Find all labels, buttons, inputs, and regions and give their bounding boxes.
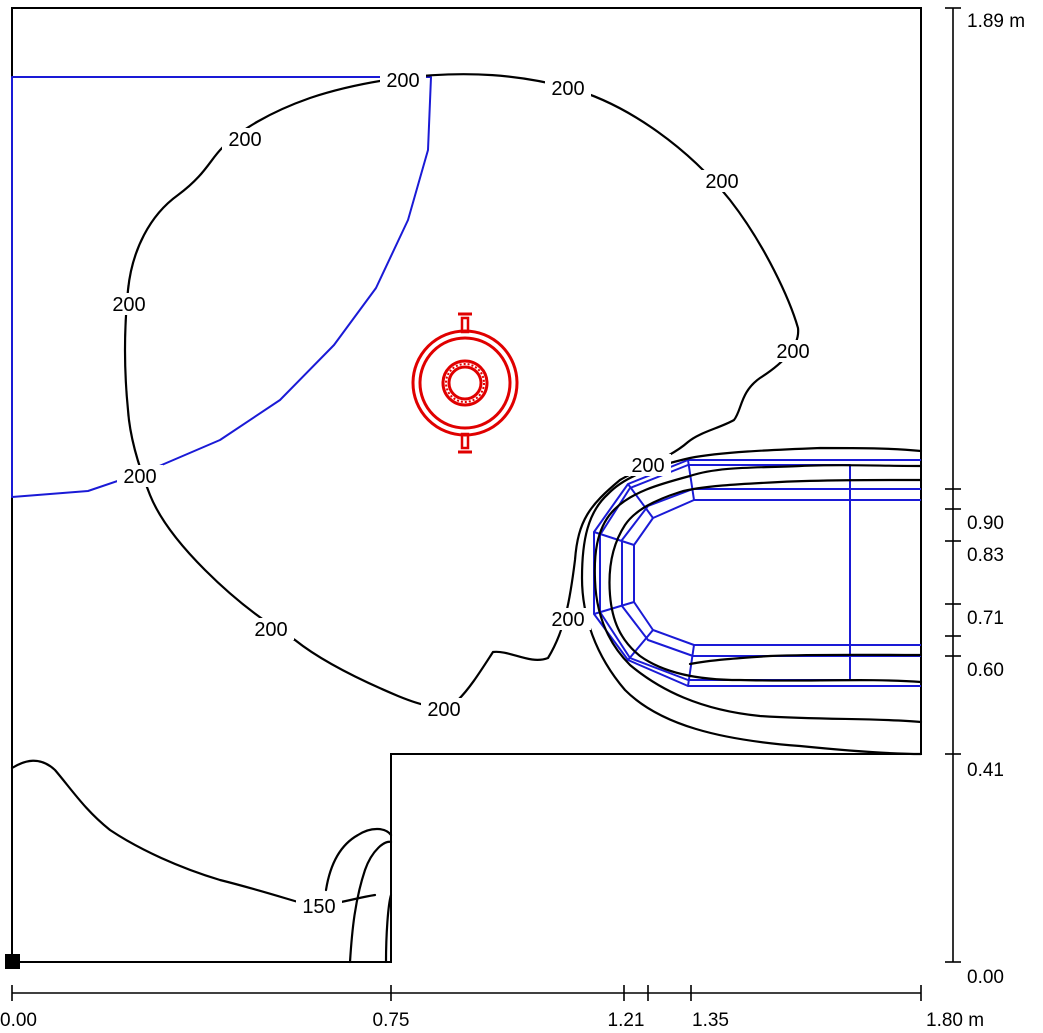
isoline-label: 200 (421, 698, 467, 721)
isoline-150 (10, 759, 377, 908)
isoline-right-1 (580, 446, 923, 756)
isoline-200-main (123, 73, 800, 708)
y-dimension-axis: 1.89 m 0.90 0.83 0.71 0.60 0.41 0.00 (945, 7, 1025, 988)
isoline-lower-4 (384, 893, 393, 964)
y-tick-label: 1.89 m (967, 11, 1025, 32)
x-tick-label: 1.21 (608, 1010, 645, 1031)
svg-text:200: 200 (776, 341, 809, 363)
svg-text:200: 200 (123, 466, 156, 488)
svg-text:200: 200 (705, 171, 738, 193)
origin-marker-icon (5, 954, 20, 969)
isoline-label: 200 (545, 77, 591, 100)
isoline-label: 200 (699, 170, 745, 193)
furniture-table-inner1 (621, 488, 921, 657)
x-tick-label: 0.75 (373, 1010, 410, 1031)
svg-text:200: 200 (551, 78, 584, 100)
y-tick-label: 0.60 (967, 660, 1004, 681)
isoline-label: 200 (222, 128, 268, 151)
svg-text:150: 150 (302, 896, 335, 918)
x-tick-label: 1.80 m (926, 1010, 984, 1031)
isoline-labels: 200 200 200 200 200 200 200 200 (106, 68, 816, 918)
isoline-right-3 (608, 478, 923, 684)
y-tick-label: 0.71 (967, 608, 1004, 629)
y-tick-label: 0.90 (967, 513, 1004, 534)
furniture-table-inner2 (633, 499, 921, 646)
y-tick-label: 0.41 (967, 760, 1004, 781)
svg-text:200: 200 (631, 455, 664, 477)
svg-text:200: 200 (112, 294, 145, 316)
isoline-label: 200 (106, 293, 152, 316)
isoline-label: 200 (380, 68, 426, 92)
isoline-lower-2 (348, 840, 393, 964)
isoline-label: 200 (248, 618, 294, 641)
furniture-table-links (593, 459, 695, 687)
isoline-label: 200 (770, 340, 816, 363)
svg-text:200: 200 (254, 619, 287, 641)
furniture-table-outer (593, 459, 921, 687)
isoline-lower-3 (324, 827, 393, 892)
svg-text:200: 200 (427, 699, 460, 721)
svg-text:200: 200 (228, 129, 261, 151)
svg-text:200: 200 (386, 70, 419, 92)
furniture-upper-left (11, 76, 432, 498)
isoline-right-4 (688, 653, 923, 666)
isoline-right-2 (593, 464, 923, 724)
y-tick-label: 0.00 (967, 967, 1004, 988)
x-tick-label: 0.00 (0, 1010, 37, 1031)
isoline-label: 200 (545, 608, 591, 631)
isoline-label: 200 (625, 454, 671, 477)
y-tick-label: 0.83 (967, 545, 1004, 566)
x-tick-label: 1.35 (692, 1010, 729, 1031)
isoline-label: 150 (296, 895, 342, 918)
isoline-label: 200 (117, 465, 163, 488)
luminaire-icon (411, 312, 519, 454)
x-dimension-axis: 0.00 0.75 1.21 1.35 1.80 m (0, 985, 984, 1031)
svg-text:200: 200 (551, 609, 584, 631)
